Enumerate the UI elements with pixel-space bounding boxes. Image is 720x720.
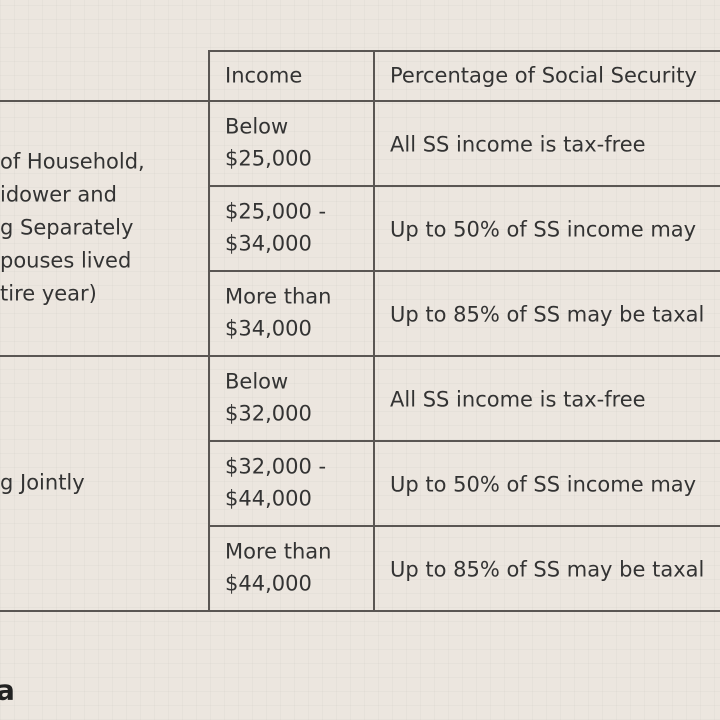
row-border xyxy=(208,525,720,527)
income-cell: Below xyxy=(225,114,289,139)
group-label: g Separately xyxy=(0,215,134,239)
income-cell: $25,000 - xyxy=(225,199,327,224)
income-cell: $34,000 xyxy=(225,231,312,256)
column-border xyxy=(373,50,375,612)
income-cell: $34,000 xyxy=(225,316,312,341)
group-label: tire year) xyxy=(0,281,97,305)
income-cell: $25,000 xyxy=(225,146,312,171)
percentage-cell: Up to 50% of SS income may xyxy=(390,472,697,496)
income-cell: More than xyxy=(225,284,332,309)
row-border xyxy=(208,270,720,272)
percentage-cell: Up to 85% of SS may be taxal xyxy=(390,557,705,581)
income-cell: $32,000 xyxy=(225,401,312,426)
row-border xyxy=(208,185,720,187)
row-border xyxy=(0,610,720,612)
percentage-cell: All SS income is tax-free xyxy=(390,132,646,156)
group-label: g Jointly xyxy=(0,470,85,494)
row-border xyxy=(0,355,720,357)
header-percentage: Percentage of Social Security xyxy=(390,63,697,88)
income-cell: $32,000 - xyxy=(225,454,327,479)
income-cell: Below xyxy=(225,369,289,394)
logo: a xyxy=(0,673,15,707)
group-label: idower and xyxy=(0,182,117,206)
group-label: of Household, xyxy=(0,149,145,173)
percentage-cell: All SS income is tax-free xyxy=(390,387,646,411)
row-border xyxy=(0,100,720,102)
income-cell: More than xyxy=(225,539,332,564)
income-cell: $44,000 xyxy=(225,571,312,596)
percentage-cell: Up to 50% of SS income may xyxy=(390,217,697,241)
row-border xyxy=(208,440,720,442)
header-income: Income xyxy=(225,63,303,88)
column-border xyxy=(208,50,210,612)
group-label: pouses lived xyxy=(0,248,132,272)
income-cell: $44,000 xyxy=(225,486,312,511)
percentage-cell: Up to 85% of SS may be taxal xyxy=(390,302,705,326)
row-border xyxy=(208,50,720,52)
